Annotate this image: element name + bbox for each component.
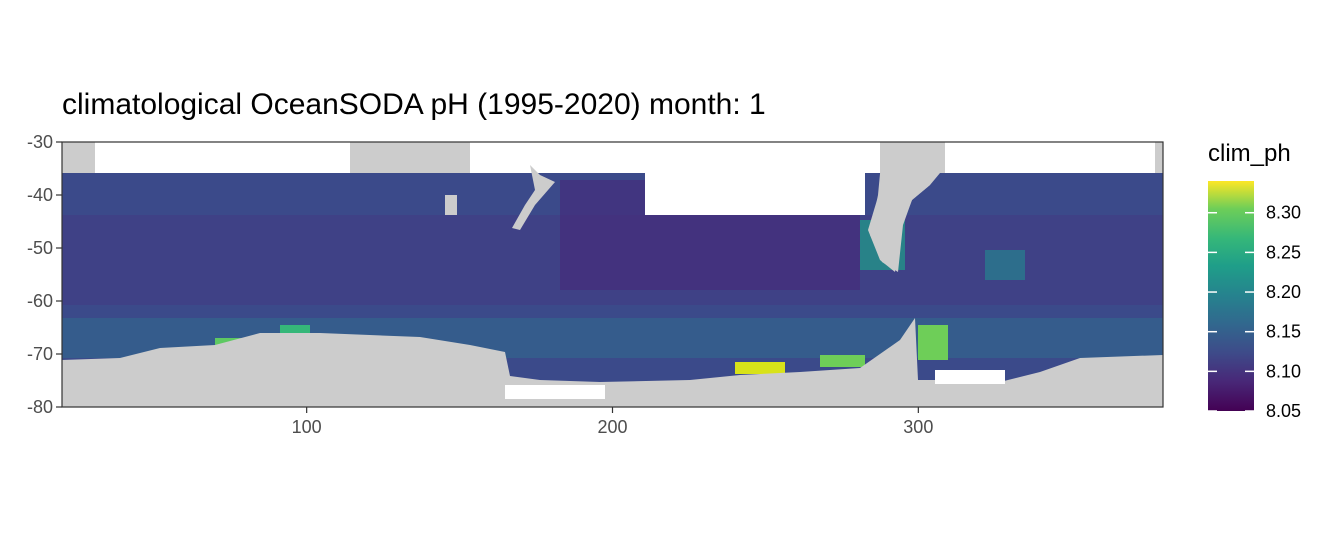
y-tick-label: -40 [27,185,53,205]
x-axis: 100 200 300 [292,407,933,437]
land-tasmania [445,195,457,215]
land-south-america [870,142,945,272]
y-tick-label: -70 [27,344,53,364]
land-antarctica [62,318,1163,407]
missing-top [95,142,350,173]
missing-top [945,142,1155,173]
x-tick-label: 300 [903,417,933,437]
coastal-patch-green [820,355,865,367]
missing-top [470,142,880,173]
legend-label: 8.05 [1266,401,1301,421]
legend-ticks: 8.30 8.25 8.20 8.15 8.10 8.05 [1208,203,1301,421]
missing-coast [935,370,1005,384]
x-tick-label: 100 [292,417,322,437]
legend-label: 8.25 [1266,242,1301,262]
legend-label: 8.10 [1266,361,1301,381]
coastal-patch-teal [985,250,1025,280]
legend-title: clim_ph [1208,140,1291,167]
missing-data-region [645,173,865,215]
y-tick-label: -50 [27,238,53,258]
coastal-patch-green [918,325,948,360]
legend-label: 8.30 [1266,203,1301,223]
chart-title: climatological OceanSODA pH (1995-2020) … [62,88,766,121]
y-tick-label: -80 [27,397,53,417]
x-tick-label: 200 [597,417,627,437]
land-new-zealand [512,165,555,230]
coastal-patch-yellow [735,362,785,374]
coastal-patch-green [280,325,310,333]
y-axis: -30 -40 -50 -60 -70 -80 [27,132,62,417]
legend-label: 8.20 [1266,282,1301,302]
y-tick-label: -30 [27,132,53,152]
y-tick-label: -60 [27,291,53,311]
legend-colorbar [1208,181,1254,411]
missing-coast [505,385,605,399]
legend-label: 8.15 [1266,322,1301,342]
